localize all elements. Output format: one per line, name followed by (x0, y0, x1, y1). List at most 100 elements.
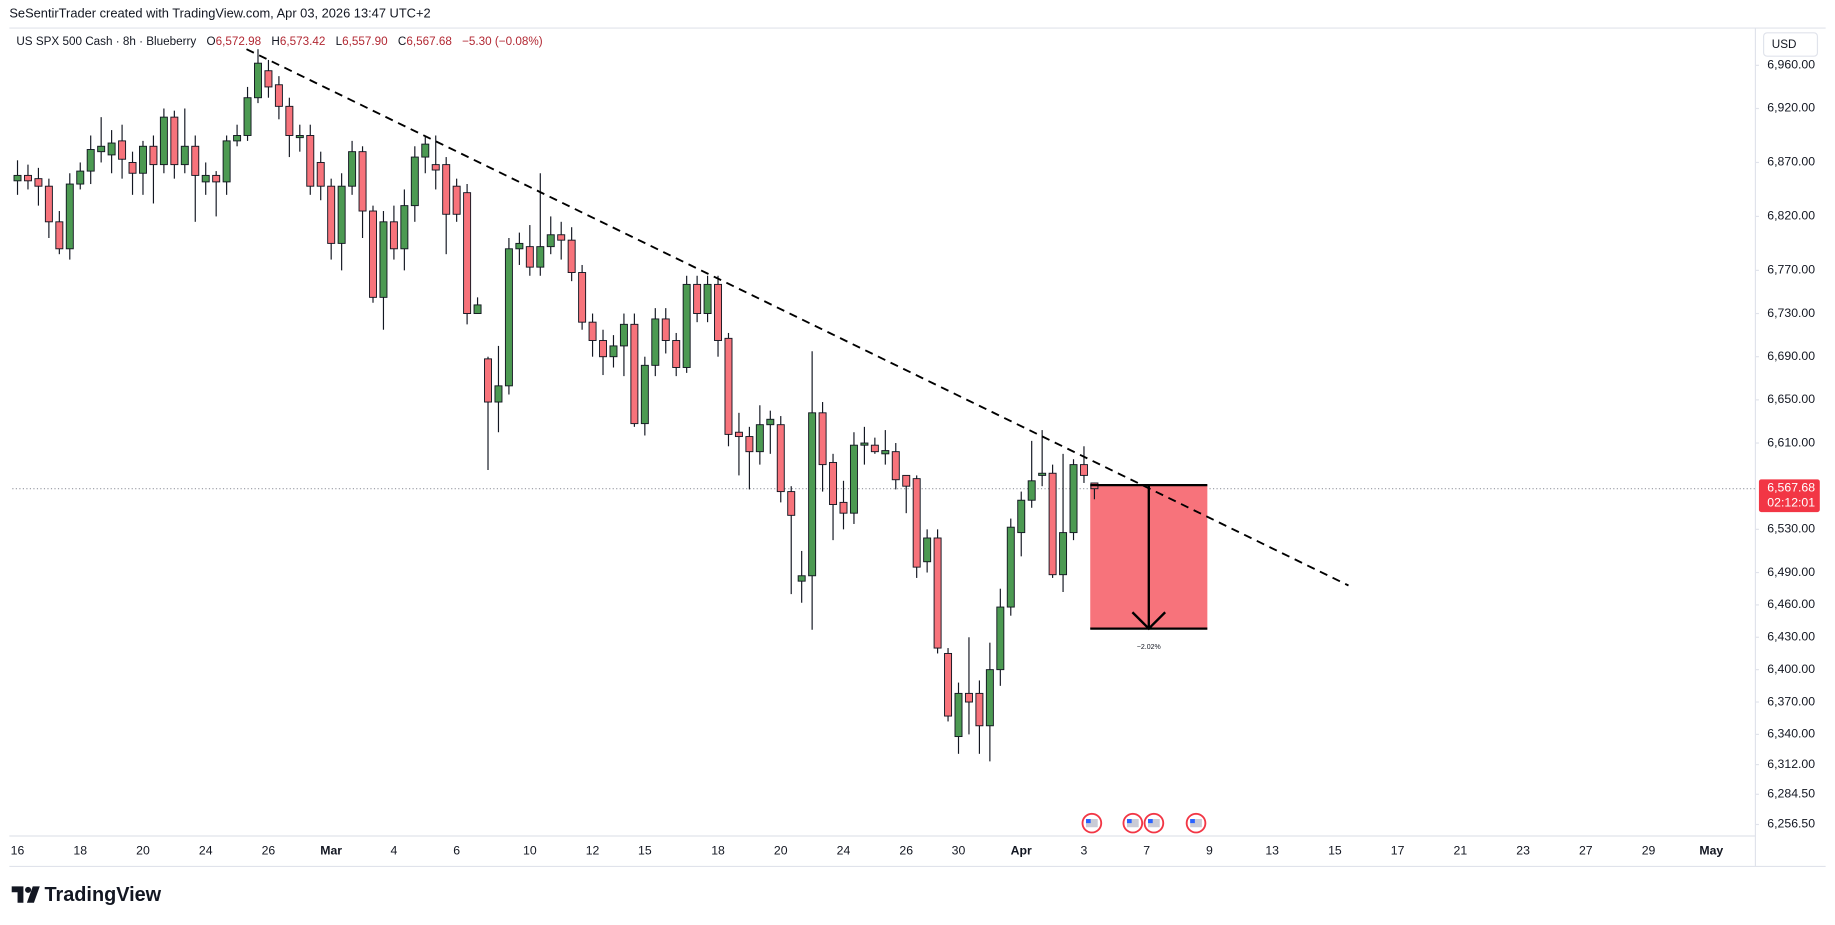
y-tick-label: 6,256.50 (1767, 817, 1815, 831)
x-tick-label: 3 (1081, 843, 1088, 857)
candle-body (65, 183, 74, 250)
candle-body (118, 140, 127, 160)
event-flag[interactable] (1122, 812, 1144, 834)
x-tick-label: Mar (320, 843, 342, 857)
event-flags (1081, 812, 1207, 834)
candle-body (369, 210, 377, 298)
candle-body (912, 478, 921, 568)
candle-body (222, 140, 231, 183)
x-tick-label: 18 (711, 843, 725, 857)
candle-body (944, 652, 953, 717)
candle-body (651, 318, 660, 366)
candle-body (755, 424, 764, 453)
event-flag[interactable] (1081, 812, 1103, 834)
currency-box[interactable] (1763, 32, 1819, 57)
candle-body (295, 135, 304, 139)
y-tick-label: 6,960.00 (1767, 58, 1815, 72)
legend-key: L (336, 35, 343, 48)
candle-body (609, 345, 618, 358)
y-tick-label: 6,460.00 (1767, 597, 1815, 611)
candle-body (1079, 464, 1088, 476)
candle-body (1069, 464, 1078, 534)
projection-label: −2.02% (1137, 644, 1161, 651)
x-tick-label: 26 (262, 843, 276, 857)
x-tick-label: 7 (1143, 843, 1150, 857)
candle-body (180, 145, 189, 166)
candle-body (1017, 499, 1026, 534)
candle-body (703, 283, 712, 315)
legend-value: 6,573.42 (280, 35, 325, 48)
candle-body (630, 323, 639, 425)
candle-body (734, 431, 743, 438)
trend-line (246, 48, 1349, 587)
candle-body (1059, 532, 1068, 576)
candle-body (745, 436, 754, 453)
countdown-label: 02:12:01 (1767, 496, 1815, 510)
candle-body (808, 412, 817, 577)
candle-body (76, 170, 85, 185)
y-tick-label: 6,530.00 (1767, 522, 1815, 536)
candle-body (849, 444, 858, 514)
candle-body (379, 221, 388, 298)
candle-body (1027, 480, 1036, 501)
candle-body (954, 692, 963, 738)
candle-body (337, 185, 346, 244)
x-tick-label: 20 (136, 843, 150, 857)
currency-label[interactable]: USD (1772, 38, 1797, 51)
y-tick-label: 6,920.00 (1767, 101, 1815, 115)
candle-body (358, 151, 367, 212)
legend-value: 6,572.98 (216, 35, 261, 48)
candle-body (254, 62, 262, 99)
logo-icon (11, 886, 40, 903)
candle-body (442, 164, 451, 215)
candle-body (348, 151, 357, 187)
candle-body (724, 337, 733, 435)
candle-body (829, 461, 838, 506)
x-tick-label: 18 (73, 843, 87, 857)
candle-body (389, 221, 398, 250)
y-tick-label: 6,490.00 (1767, 565, 1815, 579)
y-tick-label: 6,370.00 (1767, 694, 1815, 708)
x-tick-label: 10 (523, 843, 537, 857)
candle-body (599, 340, 607, 358)
candle-body (243, 97, 252, 136)
event-flag[interactable] (1143, 812, 1165, 834)
candle-body (285, 105, 294, 136)
currency-button[interactable]: USD (1763, 32, 1819, 57)
candle-body (55, 221, 64, 250)
candle-body (264, 70, 273, 88)
x-tick-label: 20 (774, 843, 788, 857)
candle-body (714, 283, 723, 341)
logo-text: TradingView (44, 884, 161, 906)
candle-body (97, 145, 106, 153)
candle-body (797, 575, 806, 582)
legend-change: −5.30 (−0.08%) (462, 35, 543, 48)
candle-body (410, 156, 419, 207)
watermark: SeSentirTrader created with TradingView.… (9, 5, 430, 20)
legend-key: O (207, 35, 216, 48)
candle-body (818, 412, 827, 466)
candle-body (452, 185, 461, 215)
candle-body (672, 340, 681, 368)
candle-body (191, 145, 200, 176)
candle-body (484, 358, 492, 403)
candle-body (557, 234, 566, 241)
candle-body (159, 116, 168, 166)
candle-body (306, 135, 315, 187)
event-flag[interactable] (1185, 812, 1207, 834)
candle-body (86, 149, 95, 172)
x-tick-label: May (1699, 843, 1723, 857)
legend: US SPX 500 Cash · 8h · Blueberry O6,572.… (16, 35, 542, 48)
last-price-box (1758, 479, 1820, 513)
candle-body (13, 174, 22, 182)
legend-key: H (271, 35, 279, 48)
candle-body (23, 174, 32, 182)
y-tick-label: 6,610.00 (1767, 435, 1815, 449)
candle-body (400, 205, 409, 250)
legend-value: 6,567.68 (406, 35, 451, 48)
candle-body (44, 185, 53, 223)
x-tick-label: 15 (638, 843, 652, 857)
y-tick-label: 6,284.50 (1767, 787, 1815, 801)
candle-body (661, 318, 670, 341)
